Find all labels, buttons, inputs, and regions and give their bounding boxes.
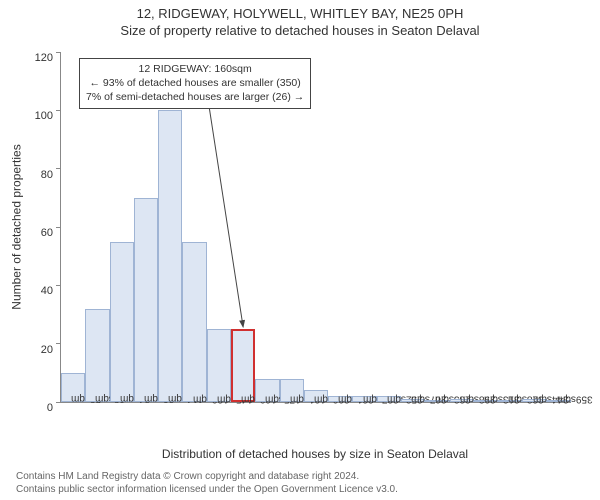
ytick-mark xyxy=(56,343,61,344)
bar xyxy=(182,242,206,402)
bar xyxy=(85,309,109,402)
bar xyxy=(134,198,158,402)
ytick-mark xyxy=(56,285,61,286)
ytick-label: 40 xyxy=(21,285,53,297)
credit-block: Contains HM Land Registry data © Crown c… xyxy=(16,471,398,496)
plot-area: 12 RIDGEWAY: 160sqm ← 93% of detached ho… xyxy=(60,52,571,403)
ytick-mark xyxy=(56,52,61,53)
ytick-mark xyxy=(56,110,61,111)
bar-highlight xyxy=(231,329,255,402)
title-block: 12, RIDGEWAY, HOLYWELL, WHITLEY BAY, NE2… xyxy=(0,6,600,38)
ytick-label: 0 xyxy=(21,402,53,414)
annotation-line-2: ← 93% of detached houses are smaller (35… xyxy=(86,76,304,90)
annotation-line-3: 7% of semi-detached houses are larger (2… xyxy=(86,90,304,104)
ytick-label: 80 xyxy=(21,169,53,181)
ytick-label: 120 xyxy=(21,52,53,64)
bar xyxy=(110,242,134,402)
ytick-label: 20 xyxy=(21,344,53,356)
x-axis-label: Distribution of detached houses by size … xyxy=(60,447,570,461)
credit-line-2: Contains public sector information licen… xyxy=(16,484,398,497)
credit-line-1: Contains HM Land Registry data © Crown c… xyxy=(16,471,398,484)
ytick-mark xyxy=(56,168,61,169)
bar xyxy=(207,329,231,402)
ytick-label: 100 xyxy=(21,110,53,122)
ytick-label: 60 xyxy=(21,227,53,239)
title-line-2: Size of property relative to detached ho… xyxy=(0,23,600,38)
ytick-mark xyxy=(56,227,61,228)
annotation-box: 12 RIDGEWAY: 160sqm ← 93% of detached ho… xyxy=(79,58,311,109)
title-line-1: 12, RIDGEWAY, HOLYWELL, WHITLEY BAY, NE2… xyxy=(0,6,600,21)
bar xyxy=(158,110,182,402)
annotation-line-1: 12 RIDGEWAY: 160sqm xyxy=(86,62,304,76)
chart-root: 12, RIDGEWAY, HOLYWELL, WHITLEY BAY, NE2… xyxy=(0,0,600,500)
